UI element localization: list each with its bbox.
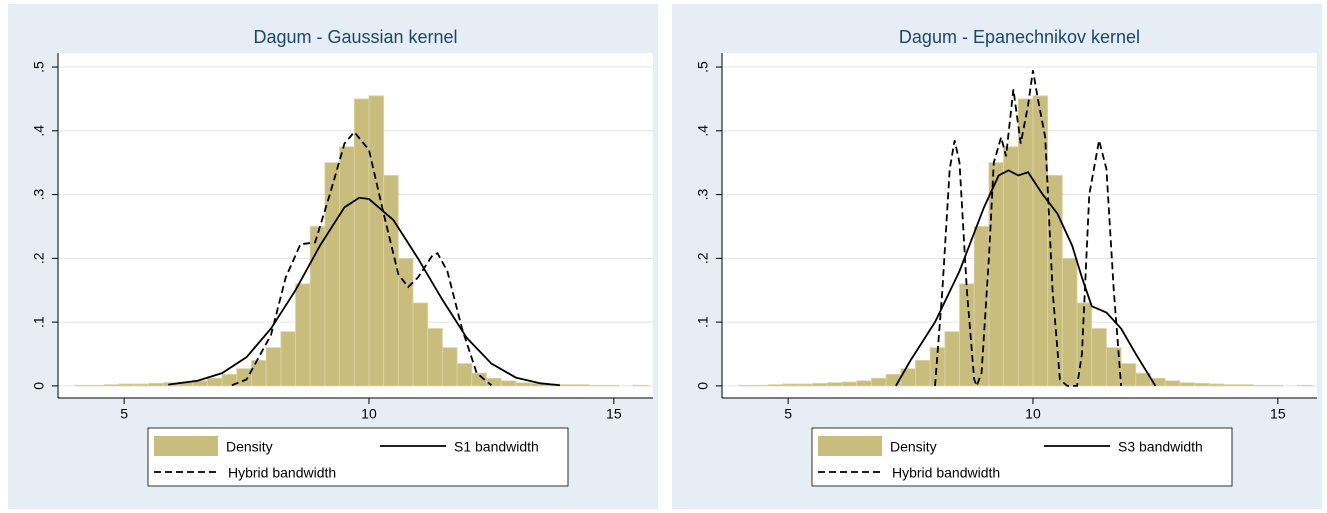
bar: [1047, 175, 1063, 387]
bar: [265, 347, 282, 387]
bar: [1297, 384, 1313, 387]
bar: [353, 98, 370, 387]
bar: [826, 382, 843, 387]
bar: [812, 382, 828, 387]
y-tick-label: .3: [695, 189, 711, 201]
bar: [280, 331, 296, 387]
legend-label: Density: [226, 439, 273, 455]
bar: [574, 384, 590, 387]
bar: [412, 302, 429, 387]
bar: [768, 384, 784, 387]
bar: [870, 377, 887, 387]
bar: [929, 347, 946, 387]
bar: [900, 368, 916, 387]
bar: [1164, 380, 1181, 387]
bar: [1238, 384, 1254, 387]
bar: [104, 384, 120, 387]
bar: [74, 384, 91, 387]
bar: [1003, 146, 1019, 387]
bar: [1267, 384, 1284, 387]
bar: [633, 384, 649, 387]
bar: [397, 257, 414, 387]
bar: [515, 382, 531, 387]
y-tick-label: .2: [695, 252, 711, 264]
y-tick-label: .3: [31, 189, 47, 201]
bar: [89, 384, 105, 387]
legend-swatch: [154, 436, 218, 456]
bar: [944, 331, 960, 387]
bar: [251, 359, 267, 387]
bar: [1194, 382, 1210, 387]
bar: [915, 359, 931, 387]
y-tick-label: .1: [695, 316, 711, 328]
bar: [603, 384, 620, 387]
bar: [427, 328, 443, 387]
bar: [782, 383, 799, 387]
panel: Dagum - Gaussian kernel 0 .1 .2 .3 .4 .5 5 10 15 D…: [8, 4, 658, 509]
bar: [368, 95, 385, 387]
bar: [959, 283, 975, 387]
bar: [339, 146, 355, 387]
legend-label: S3 bandwidth: [1118, 439, 1203, 455]
chart-title: Dagum - Gaussian kernel: [253, 27, 457, 47]
y-tick-label: .4: [31, 125, 47, 137]
bar: [797, 383, 813, 387]
y-tick-label: .1: [31, 316, 47, 328]
bar: [738, 384, 755, 387]
bar: [133, 383, 149, 387]
x-tick-label: 15: [1270, 406, 1286, 422]
y-tick-label: .2: [31, 252, 47, 264]
bar: [118, 383, 135, 387]
bar: [1061, 257, 1078, 387]
y-tick-label: .5: [31, 61, 47, 73]
density-line: [168, 196, 561, 387]
x-tick-label: 15: [606, 406, 622, 422]
bar: [856, 380, 872, 387]
bar: [1120, 363, 1137, 387]
bar: [148, 382, 164, 387]
y-tick-label: 0: [31, 382, 47, 390]
bar: [1208, 383, 1225, 387]
bar: [841, 381, 858, 387]
bar: [1032, 95, 1049, 387]
legend-label: Hybrid bandwidth: [892, 465, 1000, 481]
legend-label: S1 bandwidth: [454, 439, 539, 455]
bar: [988, 162, 1004, 387]
bar: [1091, 328, 1107, 387]
legend-label: Hybrid bandwidth: [228, 465, 336, 481]
bar: [236, 368, 252, 387]
bar: [1179, 382, 1195, 387]
x-tick-label: 10: [361, 406, 377, 422]
bar: [588, 384, 605, 387]
legend-label: Density: [890, 439, 937, 455]
bar: [324, 162, 340, 387]
bar: [295, 283, 311, 387]
density-line: [895, 169, 1157, 387]
x-tick-label: 5: [784, 406, 792, 422]
bar: [456, 363, 473, 387]
bar: [500, 380, 517, 387]
bar: [1223, 384, 1240, 387]
bar: [206, 377, 223, 387]
bar: [442, 347, 458, 387]
y-tick-label: .4: [695, 125, 711, 137]
bar: [753, 384, 769, 387]
x-tick-label: 10: [1025, 406, 1041, 422]
x-tick-label: 5: [120, 406, 128, 422]
y-tick-label: 0: [695, 382, 711, 390]
legend-swatch: [818, 436, 882, 456]
panel: Dagum - Epanechnikov kernel 0 .1 .2 .3 .4 .5 5 1…: [672, 4, 1322, 509]
bar: [559, 384, 576, 387]
density-line: [934, 70, 1123, 389]
bar: [1252, 384, 1269, 387]
chart-title: Dagum - Epanechnikov kernel: [899, 27, 1140, 47]
bar: [383, 175, 399, 387]
y-tick-label: .5: [695, 61, 711, 73]
